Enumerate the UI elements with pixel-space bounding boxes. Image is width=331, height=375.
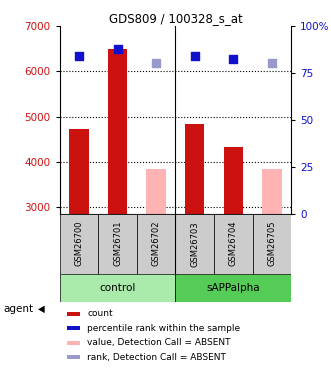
- Bar: [67, 312, 80, 316]
- Bar: [214, 214, 253, 274]
- Bar: [146, 169, 166, 214]
- Bar: [175, 274, 291, 302]
- Text: GSM26700: GSM26700: [74, 221, 83, 267]
- Text: rank, Detection Call = ABSENT: rank, Detection Call = ABSENT: [87, 352, 226, 362]
- Bar: [69, 129, 88, 214]
- Bar: [137, 214, 175, 274]
- Point: [192, 53, 197, 59]
- Bar: [262, 170, 282, 214]
- Bar: [98, 214, 137, 274]
- Text: control: control: [99, 283, 136, 293]
- Point: [269, 60, 275, 66]
- Bar: [108, 49, 127, 214]
- Point: [115, 46, 120, 52]
- Bar: [67, 355, 80, 359]
- Text: value, Detection Call = ABSENT: value, Detection Call = ABSENT: [87, 338, 231, 347]
- Bar: [224, 147, 243, 214]
- Text: GSM26704: GSM26704: [229, 221, 238, 267]
- Text: GSM26702: GSM26702: [152, 221, 161, 267]
- Bar: [175, 214, 214, 274]
- Text: percentile rank within the sample: percentile rank within the sample: [87, 324, 241, 333]
- Text: count: count: [87, 309, 113, 318]
- Text: GSM26703: GSM26703: [190, 221, 199, 267]
- Point: [154, 60, 159, 66]
- Bar: [67, 340, 80, 345]
- Point: [76, 53, 81, 59]
- Text: GSM26701: GSM26701: [113, 221, 122, 267]
- Text: agent: agent: [3, 304, 33, 314]
- Title: GDS809 / 100328_s_at: GDS809 / 100328_s_at: [109, 12, 242, 25]
- Bar: [67, 326, 80, 330]
- Bar: [185, 124, 204, 214]
- Bar: [60, 274, 175, 302]
- Bar: [60, 214, 98, 274]
- Bar: [253, 214, 291, 274]
- Point: [231, 56, 236, 62]
- Text: GSM26705: GSM26705: [267, 221, 276, 267]
- Text: sAPPalpha: sAPPalpha: [207, 283, 260, 293]
